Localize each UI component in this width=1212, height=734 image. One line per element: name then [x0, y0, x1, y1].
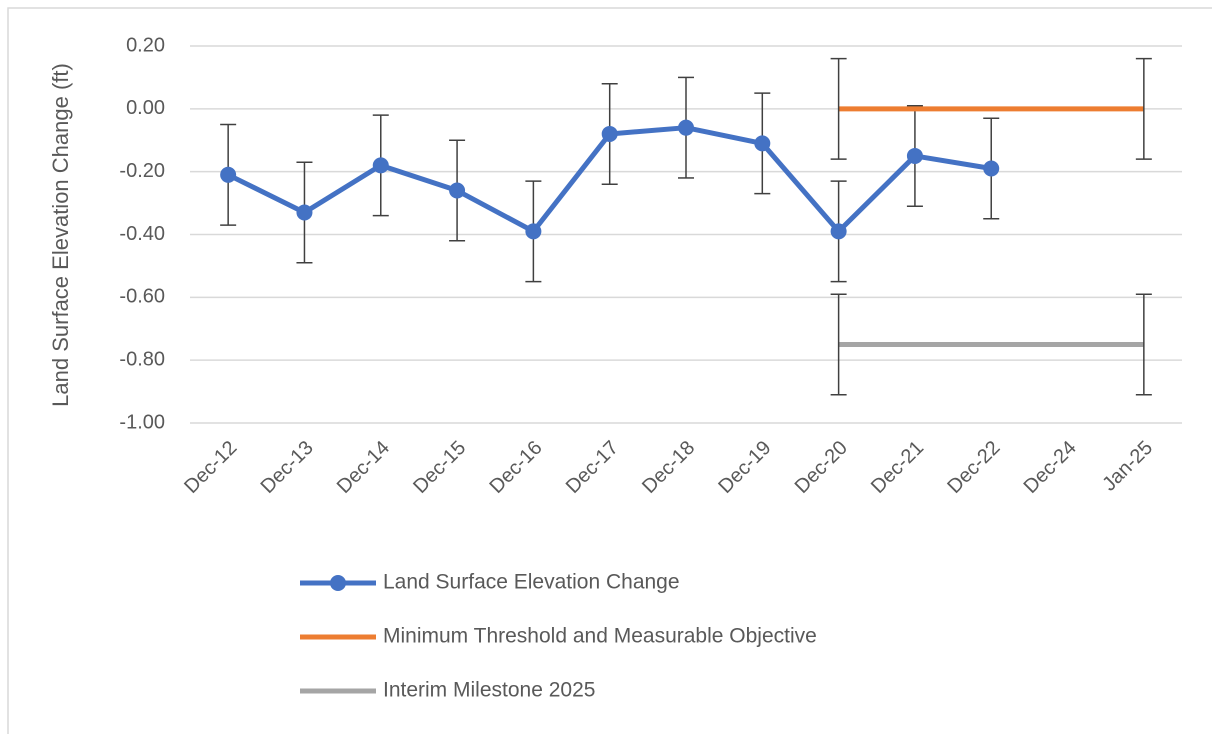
- marker: [372, 157, 389, 174]
- x-tick-label: Dec-22: [943, 437, 1004, 498]
- y-tick-label: -0.40: [119, 223, 165, 245]
- marker: [220, 166, 237, 183]
- x-tick-label: Dec-19: [714, 437, 775, 498]
- x-tick-label: Jan-25: [1098, 437, 1157, 496]
- legend-label: Minimum Threshold and Measurable Objecti…: [383, 625, 817, 648]
- x-tick-label: Dec-18: [638, 437, 699, 498]
- marker: [525, 223, 542, 240]
- legend-label: Land Surface Elevation Change: [383, 571, 680, 594]
- error-bar: [1135, 293, 1152, 396]
- y-tick-label: -1.00: [119, 411, 165, 433]
- y-tick-label: 0.00: [126, 97, 165, 119]
- x-tick-label: Dec-24: [1020, 437, 1081, 498]
- marker: [830, 223, 847, 240]
- y-tick-label: 0.20: [126, 34, 165, 56]
- x-tick-label: Dec-17: [562, 437, 623, 498]
- chart-border: [7, 7, 1212, 734]
- x-tick-label: Dec-15: [409, 437, 470, 498]
- x-tick-label: Dec-20: [791, 437, 852, 498]
- legend-marker: [330, 575, 346, 591]
- marker: [296, 204, 313, 221]
- x-tick-label: Dec-14: [333, 437, 394, 498]
- y-axis-title: Land Surface Elevation Change (ft): [48, 63, 73, 407]
- x-tick-label: Dec-21: [867, 437, 928, 498]
- y-tick-label: -0.20: [119, 160, 165, 182]
- x-tick-label: Dec-12: [180, 437, 241, 498]
- x-tick-label: Dec-13: [257, 437, 318, 498]
- marker: [601, 125, 618, 142]
- marker: [449, 182, 466, 199]
- x-tick-label: Dec-16: [486, 437, 547, 498]
- marker: [906, 147, 923, 164]
- error-bar: [830, 57, 847, 160]
- error-bar: [830, 293, 847, 396]
- y-tick-label: -0.60: [119, 286, 165, 308]
- marker: [678, 119, 694, 136]
- y-tick-label: -0.80: [119, 348, 165, 370]
- marker: [983, 160, 1000, 177]
- legend-label: Interim Milestone 2025: [383, 679, 595, 702]
- marker: [754, 135, 771, 152]
- error-bar: [1135, 57, 1152, 160]
